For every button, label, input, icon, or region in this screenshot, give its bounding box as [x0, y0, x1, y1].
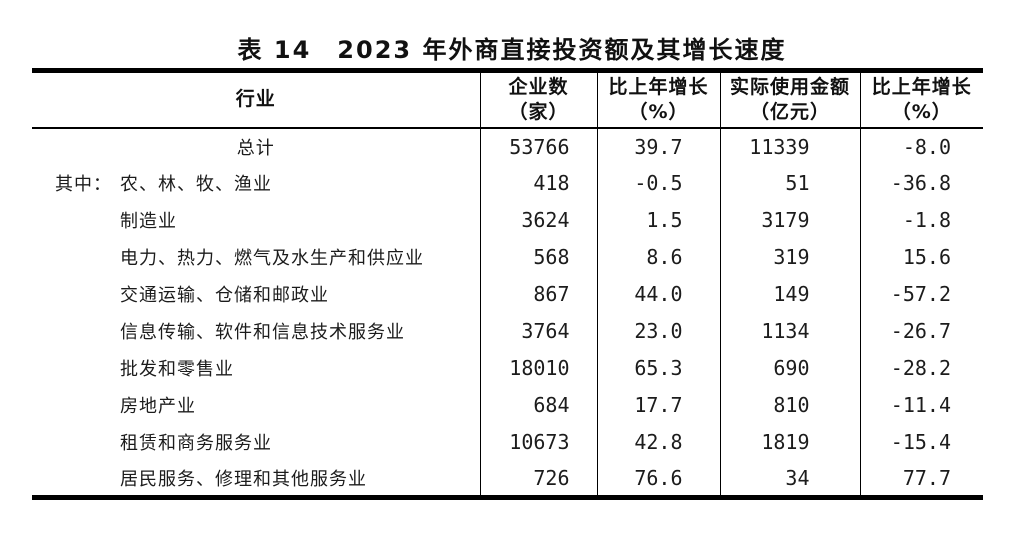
table-row: 信息传输、软件和信息技术服务业 3764 23.0 1134 -26.7: [32, 312, 983, 350]
industry-name: 信息传输、软件和信息技术服务业: [120, 322, 405, 343]
enterprises-growth-value: 65.3: [597, 349, 721, 387]
industry-cell: 电力、热力、燃气及水生产和供应业: [32, 238, 481, 276]
table-row: 制造业 3624 1.5 3179 -1.8: [32, 201, 983, 239]
industry-name: 批发和零售业: [120, 359, 234, 380]
col-header-enterprises-line1: 企业数: [508, 75, 569, 98]
col-header-enterprises-growth-line2: （%）: [628, 100, 689, 123]
industry-cell: 其中： 农、林、牧、渔业: [32, 164, 481, 202]
amount-value: 810: [720, 386, 861, 424]
amount-value: 1134: [720, 312, 861, 350]
enterprises-value: 3764: [480, 312, 598, 350]
amount-value: 3179: [720, 201, 861, 239]
industry-cell: 交通运输、仓储和邮政业: [32, 275, 481, 313]
enterprises-value: 3624: [480, 201, 598, 239]
col-header-amount-growth-line2: （%）: [891, 100, 952, 123]
industry-cell: 制造业: [32, 201, 481, 239]
amount-value: 1819: [720, 423, 861, 461]
table-row: 其中： 农、林、牧、渔业 418 -0.5 51 -36.8: [32, 164, 983, 202]
amount-growth-value: 77.7: [902, 465, 951, 490]
amount-value: 690: [720, 349, 861, 387]
enterprises-value: 726: [480, 460, 598, 498]
industry-name: 交通运输、仓储和邮政业: [120, 285, 329, 306]
table-row: 房地产业 684 17.7 810 -11.4: [32, 386, 983, 424]
enterprises-growth-value: 17.7: [597, 386, 721, 424]
industry-cell: 批发和零售业: [32, 349, 481, 387]
amount-growth-value: -11.4: [890, 393, 951, 417]
enterprises-growth-value: 39.7: [597, 127, 721, 165]
table-row: 总计 53766 39.7 11339 -8.0: [32, 127, 983, 165]
enterprises-growth-value: 23.0: [597, 312, 721, 350]
industry-cell: 租赁和商务服务业: [32, 423, 481, 461]
enterprises-value: 568: [480, 238, 598, 276]
col-header-amount-line2: （亿元）: [749, 100, 830, 123]
col-header-amount-growth-line1: 比上年增长: [871, 75, 972, 98]
industry-name: 电力、热力、燃气及水生产和供应业: [120, 248, 424, 269]
col-header-enterprises-growth-line1: 比上年增长: [608, 75, 709, 98]
industry-cell: 信息传输、软件和信息技术服务业: [32, 312, 481, 350]
amount-value: 34: [720, 460, 861, 498]
col-header-amount-growth: 比上年增长 （%）: [860, 70, 983, 129]
enterprises-value: 53766: [480, 127, 598, 165]
enterprises-value: 418: [480, 164, 598, 202]
col-header-industry: 行业: [32, 70, 481, 129]
table-row: 交通运输、仓储和邮政业 867 44.0 149 -57.2: [32, 275, 983, 313]
col-header-amount-line1: 实际使用金额: [729, 75, 850, 98]
col-header-enterprises: 企业数 （家）: [480, 70, 598, 129]
table-row: 批发和零售业 18010 65.3 690 -28.2: [32, 349, 983, 387]
col-header-enterprises-growth: 比上年增长 （%）: [597, 70, 721, 129]
amount-value: 11339: [720, 127, 861, 165]
col-header-amount: 实际使用金额 （亿元）: [720, 70, 861, 129]
industry-name: 总计: [236, 137, 275, 159]
enterprises-value: 684: [480, 386, 598, 424]
industry-name: 居民服务、修理和其他服务业: [120, 468, 367, 490]
col-header-enterprises-line2: （家）: [508, 100, 569, 123]
header-row: 行业 企业数 （家） 比上年增长 （%） 实际使用金额 （亿元） 比上年增长 （…: [32, 70, 983, 129]
enterprises-growth-value: 42.8: [597, 423, 721, 461]
amount-growth-value: -8.0: [902, 134, 951, 159]
enterprises-growth-value: 8.6: [597, 238, 721, 276]
amount-growth-value: 15.6: [902, 245, 951, 269]
enterprises-value: 867: [480, 275, 598, 313]
enterprises-value: 18010: [480, 349, 598, 387]
amount-growth-value: -36.8: [890, 171, 951, 195]
amount-growth-value: -26.7: [890, 319, 951, 343]
page-title: 表 14 2023 年外商直接投资额及其增长速度: [237, 36, 787, 64]
industry-cell: 总计: [32, 127, 481, 165]
col-header-industry-line1: 行业: [235, 88, 276, 111]
table-row: 居民服务、修理和其他服务业 726 76.6 34 77.7: [32, 460, 983, 498]
industry-name: 租赁和商务服务业: [120, 433, 272, 454]
industry-name: 房地产业: [120, 396, 196, 417]
fdi-table: 行业 企业数 （家） 比上年增长 （%） 实际使用金额 （亿元） 比上年增长 （…: [32, 68, 983, 500]
table-row: 租赁和商务服务业 10673 42.8 1819 -15.4: [32, 423, 983, 461]
amount-growth-value: -1.8: [902, 208, 951, 232]
amount-value: 51: [720, 164, 861, 202]
amount-value: 149: [720, 275, 861, 313]
enterprises-growth-value: 1.5: [597, 201, 721, 239]
amount-growth-value: -28.2: [890, 356, 951, 380]
enterprises-growth-value: -0.5: [597, 164, 721, 202]
enterprises-growth-value: 44.0: [597, 275, 721, 313]
table-header: 行业 企业数 （家） 比上年增长 （%） 实际使用金额 （亿元） 比上年增长 （…: [32, 70, 983, 129]
industry-name: 制造业: [120, 211, 177, 232]
enterprises-value: 10673: [480, 423, 598, 461]
table-body: 总计 53766 39.7 11339 -8.0 其中： 农、林、牧、渔业 41…: [32, 127, 983, 498]
table-row: 电力、热力、燃气及水生产和供应业 568 8.6 319 15.6: [32, 238, 983, 276]
amount-growth-value: -15.4: [890, 430, 951, 454]
industry-cell: 房地产业: [32, 386, 481, 424]
amount-growth-value: -57.2: [890, 282, 951, 306]
industry-name: 农、林、牧、渔业: [120, 174, 272, 195]
group-prefix-label: 其中：: [55, 174, 112, 195]
industry-cell: 居民服务、修理和其他服务业: [32, 460, 481, 498]
enterprises-growth-value: 76.6: [597, 460, 721, 498]
amount-value: 319: [720, 238, 861, 276]
